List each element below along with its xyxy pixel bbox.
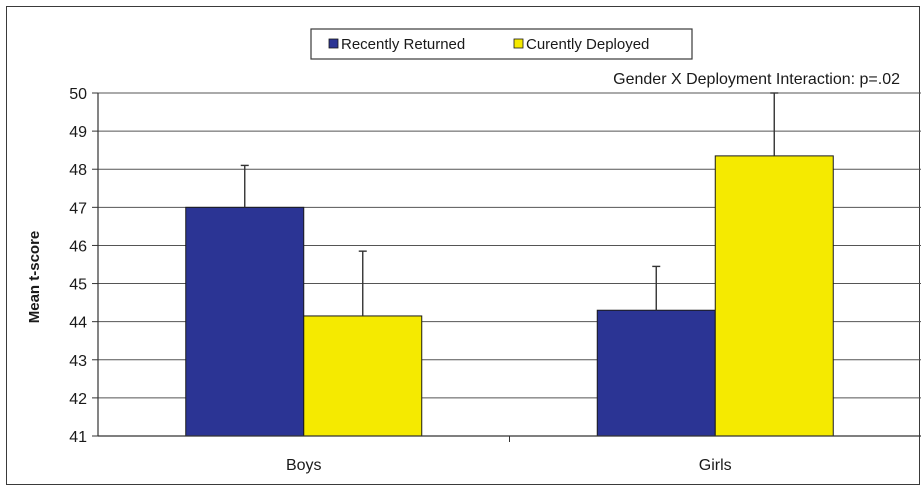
legend-label-curently-deployed: Curently Deployed <box>526 36 649 53</box>
legend-label-recently-returned: Recently Returned <box>341 36 465 53</box>
y-tick-label: 47 <box>69 200 87 217</box>
bar-recently-returned-girls <box>596 309 716 437</box>
bar-curently-deployed-girls <box>714 155 834 437</box>
y-tick-labels: 41 42 43 44 45 46 47 48 49 50 <box>69 86 87 446</box>
y-tick-label: 50 <box>69 86 87 103</box>
interaction-annotation: Gender X Deployment Interaction: p=.02 <box>613 71 900 88</box>
x-category-label: Boys <box>286 457 322 474</box>
x-category-label: Girls <box>699 457 732 474</box>
y-tick-label: 48 <box>69 162 87 179</box>
legend-swatch-curently-deployed <box>513 38 524 49</box>
bar-curently-deployed-boys <box>303 315 423 437</box>
legend-swatch-recently-returned <box>328 38 339 49</box>
bars <box>185 155 834 437</box>
bar-chart: 41 42 43 44 45 46 47 48 49 50 Boys Girls Mean t-sc… <box>26 28 921 474</box>
chart-frame: 41 42 43 44 45 46 47 48 49 50 Boys Girls Mean t-sc… <box>6 6 921 485</box>
y-tick-label: 43 <box>69 353 87 370</box>
y-tick-label: 46 <box>69 238 87 255</box>
legend: Recently Returned Curently Deployed <box>310 28 693 60</box>
bar-recently-returned-boys <box>185 206 305 437</box>
y-tick-label: 41 <box>69 429 87 446</box>
axes <box>92 92 921 442</box>
x-category-labels: Boys Girls <box>286 457 732 474</box>
legend-box <box>310 28 693 60</box>
error-bars <box>240 92 779 316</box>
y-axis-title: Mean t-score <box>26 231 43 324</box>
y-tick-label: 42 <box>69 391 87 408</box>
y-tick-label: 45 <box>69 277 87 294</box>
y-tick-label: 44 <box>69 315 87 332</box>
y-tick-label: 49 <box>69 124 87 141</box>
